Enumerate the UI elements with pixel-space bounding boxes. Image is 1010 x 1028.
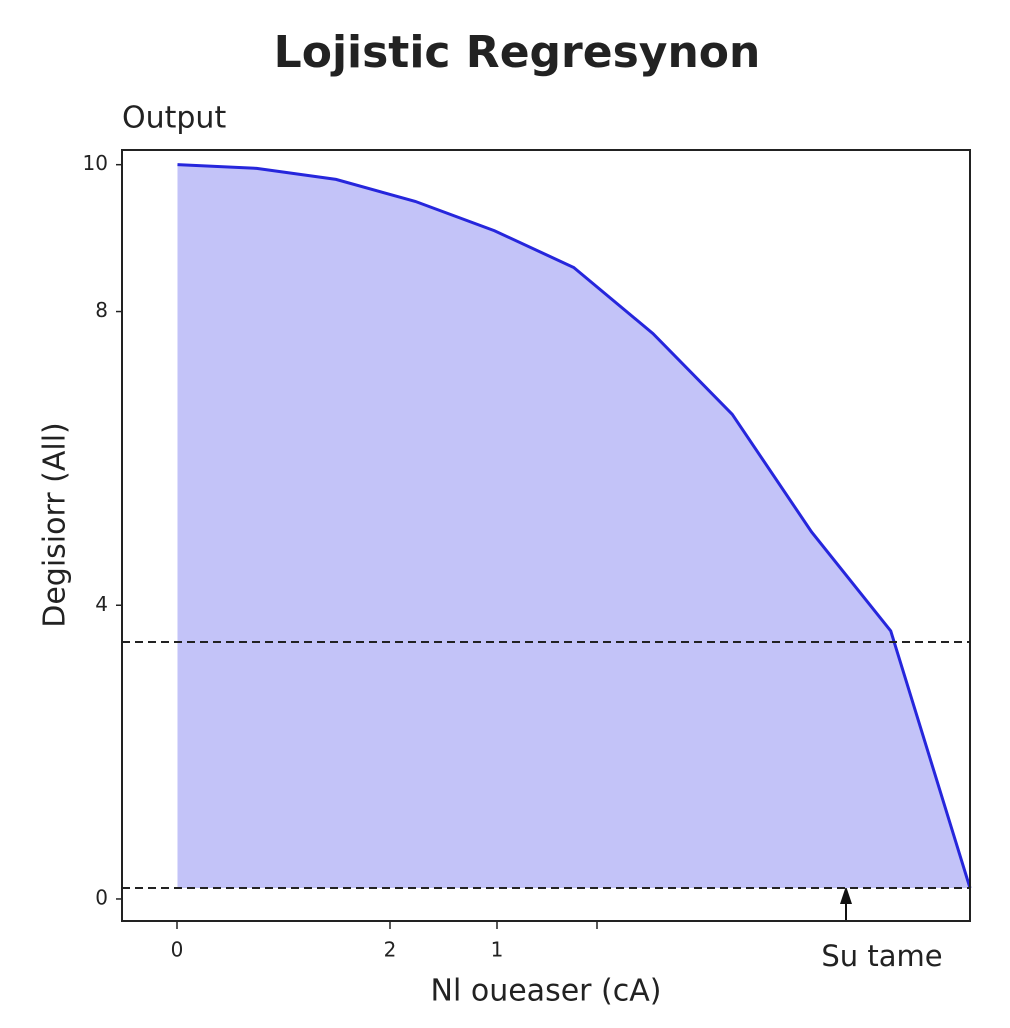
annotation-arrowhead bbox=[840, 886, 852, 904]
plot-area: 0 4 8 10 0 2 1 bbox=[83, 151, 972, 962]
x-tick-label: 1 bbox=[491, 938, 504, 962]
y-tick-label: 4 bbox=[95, 592, 108, 616]
annotation: Su tame bbox=[821, 939, 942, 973]
y-tick-label: 10 bbox=[83, 151, 108, 175]
x-label: Nl oueaser (cA) bbox=[431, 974, 662, 1009]
x-tick-label: 0 bbox=[171, 938, 184, 962]
line bbox=[177, 163, 972, 889]
y-tick-label: 8 bbox=[95, 298, 108, 322]
y-axis-title: Output bbox=[122, 101, 226, 136]
chart-title: Lojistic Regresynon bbox=[274, 27, 761, 78]
y-tick-label: 0 bbox=[95, 885, 108, 909]
area-fill bbox=[177, 164, 971, 888]
y-label: Degisiorr (All) bbox=[38, 422, 73, 628]
plot-frame bbox=[121, 149, 971, 922]
x-tick-label: 2 bbox=[384, 938, 397, 962]
